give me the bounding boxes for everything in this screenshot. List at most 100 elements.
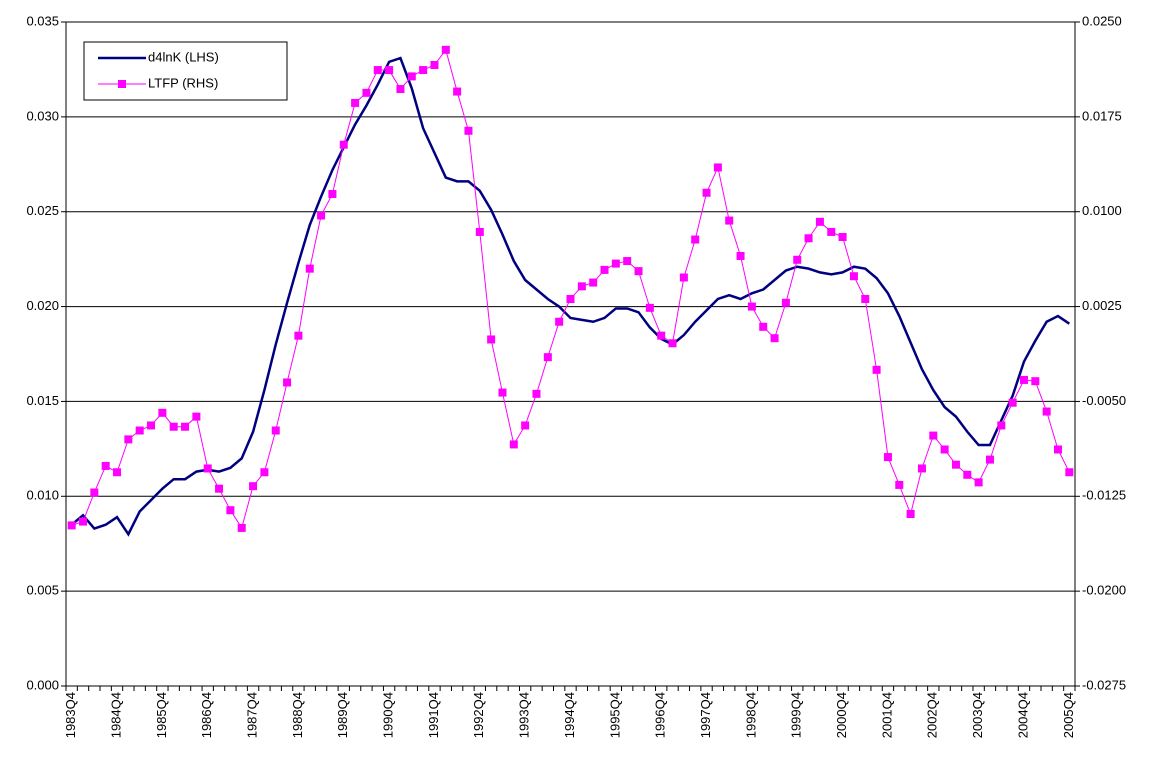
marker bbox=[793, 255, 802, 264]
x-tick-label: 2004Q4 bbox=[1015, 692, 1030, 738]
marker bbox=[441, 45, 450, 54]
marker bbox=[997, 421, 1006, 430]
marker bbox=[736, 251, 745, 260]
marker bbox=[691, 235, 700, 244]
y-tick-label: 0.035 bbox=[26, 13, 59, 28]
legend-marker bbox=[118, 80, 126, 88]
y2-tick-label: 0.0100 bbox=[1082, 203, 1122, 218]
marker bbox=[464, 126, 473, 135]
x-tick-label: 1991Q4 bbox=[426, 692, 441, 738]
y2-tick-label: 0.0025 bbox=[1082, 298, 1122, 313]
marker bbox=[283, 378, 292, 387]
marker bbox=[135, 426, 144, 435]
x-tick-label: 1987Q4 bbox=[244, 692, 259, 738]
marker bbox=[203, 464, 212, 473]
y2-tick-label: -0.0275 bbox=[1082, 677, 1126, 692]
marker bbox=[668, 339, 677, 348]
x-tick-label: 1995Q4 bbox=[607, 692, 622, 738]
marker bbox=[113, 468, 122, 477]
legend-label: d4lnK (LHS) bbox=[148, 49, 219, 64]
marker bbox=[600, 265, 609, 274]
marker bbox=[532, 389, 541, 398]
x-tick-label: 1984Q4 bbox=[108, 692, 123, 738]
marker bbox=[271, 426, 280, 435]
marker bbox=[509, 440, 518, 449]
marker bbox=[237, 523, 246, 532]
marker bbox=[895, 480, 904, 489]
marker bbox=[861, 294, 870, 303]
x-tick-label: 1992Q4 bbox=[471, 692, 486, 738]
marker bbox=[1008, 398, 1017, 407]
marker bbox=[770, 334, 779, 343]
marker bbox=[623, 257, 632, 266]
x-tick-label: 1994Q4 bbox=[562, 692, 577, 738]
marker bbox=[917, 464, 926, 473]
marker bbox=[589, 278, 598, 287]
marker bbox=[611, 259, 620, 268]
x-tick-label: 1997Q4 bbox=[698, 692, 713, 738]
y2-tick-label: 0.0250 bbox=[1082, 13, 1122, 28]
marker bbox=[362, 88, 371, 97]
marker bbox=[577, 282, 586, 291]
marker bbox=[351, 98, 360, 107]
x-tick-label: 1985Q4 bbox=[154, 692, 169, 738]
marker bbox=[1031, 377, 1040, 386]
marker bbox=[453, 87, 462, 96]
marker bbox=[645, 303, 654, 312]
marker bbox=[328, 190, 337, 199]
marker bbox=[90, 488, 99, 497]
marker bbox=[1065, 468, 1074, 477]
x-tick-label: 1988Q4 bbox=[290, 692, 305, 738]
marker bbox=[974, 478, 983, 487]
x-tick-label: 1989Q4 bbox=[335, 692, 350, 738]
marker bbox=[169, 422, 178, 431]
marker bbox=[67, 521, 76, 530]
marker bbox=[951, 460, 960, 469]
x-tick-label: 1996Q4 bbox=[653, 692, 668, 738]
marker bbox=[985, 455, 994, 464]
marker bbox=[872, 365, 881, 374]
x-tick-label: 2003Q4 bbox=[970, 692, 985, 738]
marker bbox=[702, 188, 711, 197]
marker bbox=[487, 335, 496, 344]
series-line bbox=[71, 48, 1070, 530]
marker bbox=[1053, 445, 1062, 454]
marker bbox=[566, 294, 575, 303]
marker bbox=[385, 66, 394, 75]
marker bbox=[215, 484, 224, 493]
marker bbox=[124, 435, 133, 444]
y2-tick-label: -0.0200 bbox=[1082, 583, 1126, 598]
marker bbox=[79, 517, 88, 526]
x-tick-label: 2000Q4 bbox=[834, 692, 849, 738]
marker bbox=[260, 468, 269, 477]
marker bbox=[713, 163, 722, 172]
legend-box bbox=[83, 41, 288, 101]
marker bbox=[147, 421, 156, 430]
marker bbox=[521, 421, 530, 430]
marker bbox=[555, 317, 564, 326]
y2-tick-label: 0.0175 bbox=[1082, 108, 1122, 123]
y-tick-label: 0.020 bbox=[26, 298, 59, 313]
marker bbox=[679, 273, 688, 282]
y-tick-label: 0.010 bbox=[26, 488, 59, 503]
marker bbox=[396, 85, 405, 94]
marker bbox=[827, 227, 836, 236]
marker bbox=[1042, 407, 1051, 416]
x-tick-label: 2002Q4 bbox=[925, 692, 940, 738]
marker bbox=[192, 412, 201, 421]
marker bbox=[815, 217, 824, 226]
marker bbox=[759, 322, 768, 331]
marker bbox=[940, 445, 949, 454]
y-tick-label: 0.025 bbox=[26, 203, 59, 218]
y-tick-label: 0.030 bbox=[26, 108, 59, 123]
y-tick-label: 0.000 bbox=[26, 677, 59, 692]
marker bbox=[498, 388, 507, 397]
marker bbox=[294, 331, 303, 340]
x-tick-label: 1998Q4 bbox=[743, 692, 758, 738]
marker bbox=[906, 509, 915, 518]
x-tick-label: 2001Q4 bbox=[879, 692, 894, 738]
marker bbox=[373, 66, 382, 75]
marker bbox=[317, 211, 326, 220]
marker bbox=[101, 461, 110, 470]
